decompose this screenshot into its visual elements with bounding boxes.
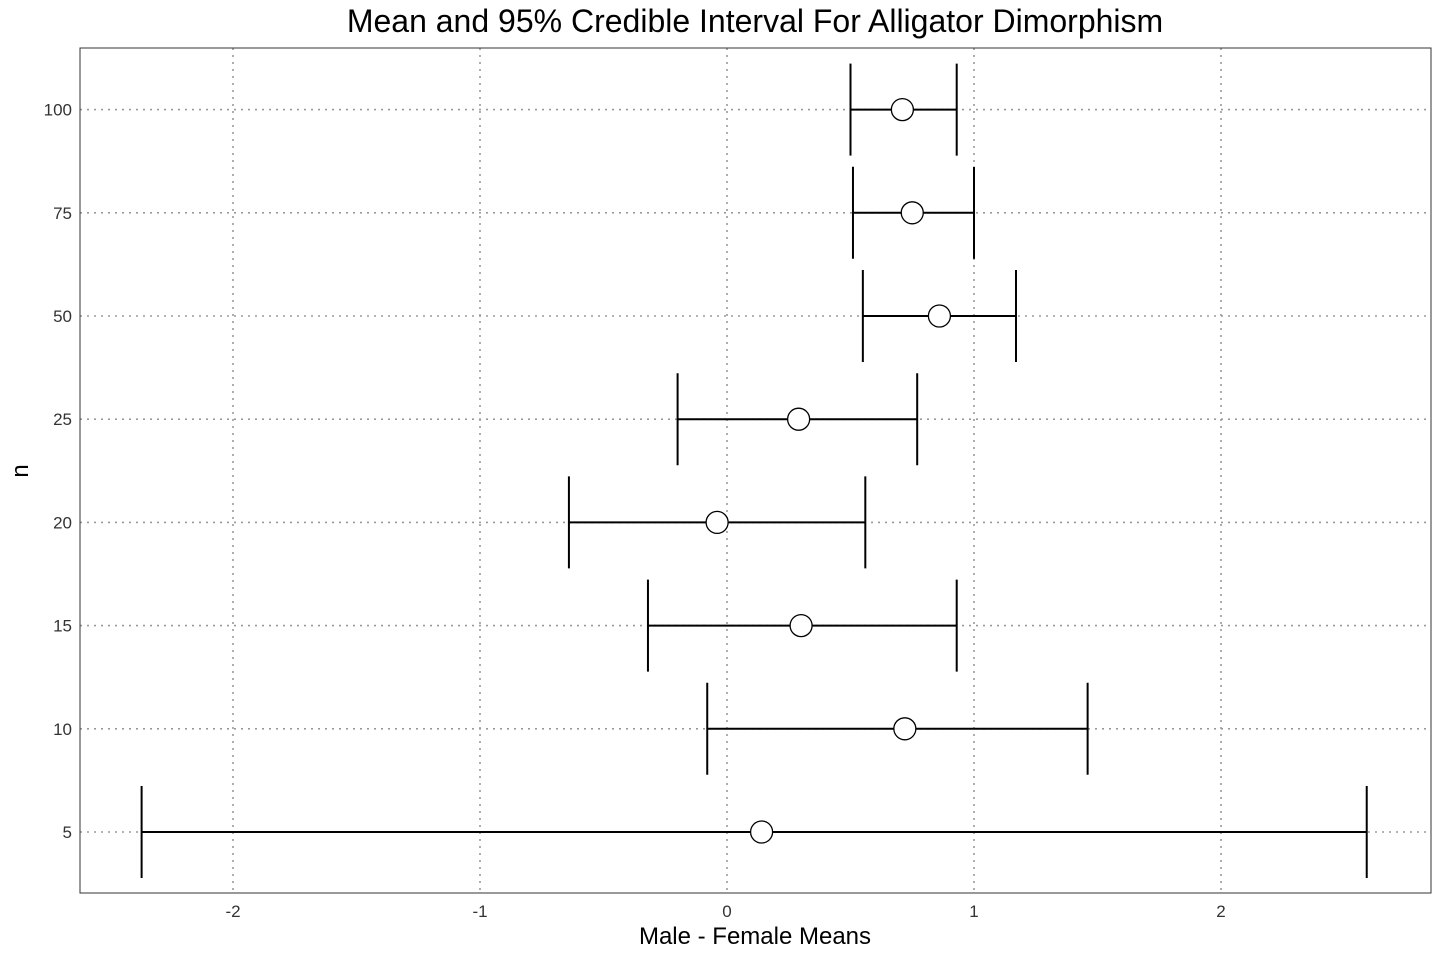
mean-point xyxy=(789,613,813,638)
y-tick-label: 75 xyxy=(53,204,72,223)
mean-point xyxy=(927,304,952,328)
error-bar-series xyxy=(140,63,1368,878)
y-tick-label: 25 xyxy=(53,410,72,429)
y-tick-label: 20 xyxy=(53,513,72,532)
mean-point xyxy=(786,407,811,431)
y-axis-title: n xyxy=(7,464,34,477)
y-axis-ticks: 5 10 15 20 25 50 75 100 xyxy=(44,101,72,842)
x-tick-label: -1 xyxy=(472,902,487,921)
grid-lines xyxy=(80,48,1431,893)
plot-frame xyxy=(79,47,1432,894)
y-tick-label: 5 xyxy=(63,823,72,842)
mean-point xyxy=(749,820,774,844)
error-bar-group xyxy=(861,270,1017,362)
x-tick-label: 1 xyxy=(969,902,978,921)
y-tick-label: 50 xyxy=(53,307,72,326)
error-bar-group xyxy=(851,166,975,259)
x-tick-label: -2 xyxy=(225,902,240,921)
y-tick-label: 15 xyxy=(53,617,72,636)
x-tick-label: 2 xyxy=(1216,902,1225,921)
error-bar-group xyxy=(567,476,867,569)
error-bar-group xyxy=(849,63,958,156)
x-axis-ticks: -2 -1 0 1 2 xyxy=(225,902,1225,921)
x-tick-label: 0 xyxy=(722,902,731,921)
error-bar-group xyxy=(676,373,919,466)
mean-point xyxy=(900,201,924,225)
mean-point xyxy=(893,717,917,741)
y-tick-label: 100 xyxy=(44,101,72,120)
error-bar-group xyxy=(646,579,958,672)
mean-point xyxy=(890,97,915,122)
chart-title: Mean and 95% Credible Interval For Allig… xyxy=(347,3,1163,39)
error-bar-group xyxy=(706,682,1089,775)
y-tick-label: 10 xyxy=(53,720,72,739)
error-bar-group xyxy=(140,786,1368,878)
mean-point xyxy=(705,510,729,535)
x-axis-title: Male - Female Means xyxy=(639,923,871,950)
